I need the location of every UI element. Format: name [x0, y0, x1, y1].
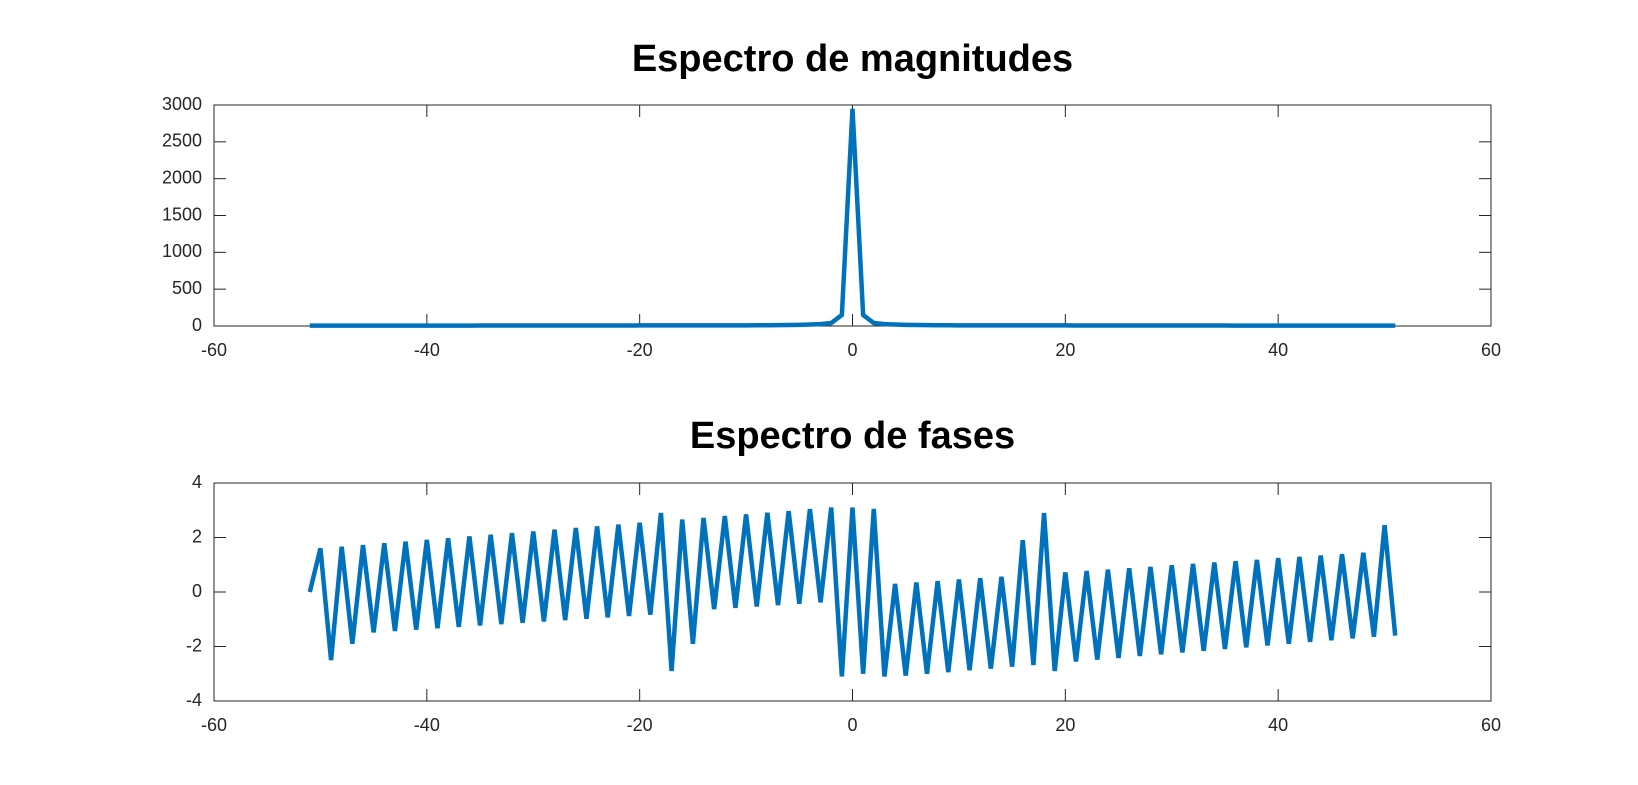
- y-tick-label: 3000: [162, 94, 202, 114]
- y-tick-label: 4: [192, 472, 202, 492]
- y-tick-label: 0: [192, 315, 202, 335]
- x-tick-label: -60: [201, 715, 227, 735]
- x-tick-label: -20: [627, 715, 653, 735]
- y-tick-label: 0: [192, 581, 202, 601]
- x-tick-label: 60: [1481, 715, 1501, 735]
- y-tick-label: 2000: [162, 167, 202, 187]
- y-tick-label: -4: [186, 690, 202, 710]
- y-tick-label: 2: [192, 526, 202, 546]
- x-tick-label: 60: [1481, 340, 1501, 360]
- x-tick-label: 40: [1268, 715, 1288, 735]
- x-tick-label: 20: [1055, 340, 1075, 360]
- y-tick-label: -2: [186, 635, 202, 655]
- x-tick-label: -40: [414, 340, 440, 360]
- y-tick-label: 1000: [162, 241, 202, 261]
- y-tick-label: 2500: [162, 131, 202, 151]
- data-line: [309, 108, 1396, 328]
- x-tick-label: 20: [1055, 715, 1075, 735]
- x-tick-label: -60: [201, 340, 227, 360]
- y-tick-label: 1500: [162, 204, 202, 224]
- chart-title: Espectro de fases: [690, 415, 1015, 457]
- x-tick-label: 40: [1268, 340, 1288, 360]
- chart-title: Espectro de magnitudes: [632, 38, 1073, 80]
- x-tick-label: 0: [847, 715, 857, 735]
- x-tick-label: -20: [627, 340, 653, 360]
- y-tick-label: 500: [172, 278, 202, 298]
- data-line: [307, 507, 1398, 677]
- x-tick-label: 0: [847, 340, 857, 360]
- x-tick-label: -40: [414, 715, 440, 735]
